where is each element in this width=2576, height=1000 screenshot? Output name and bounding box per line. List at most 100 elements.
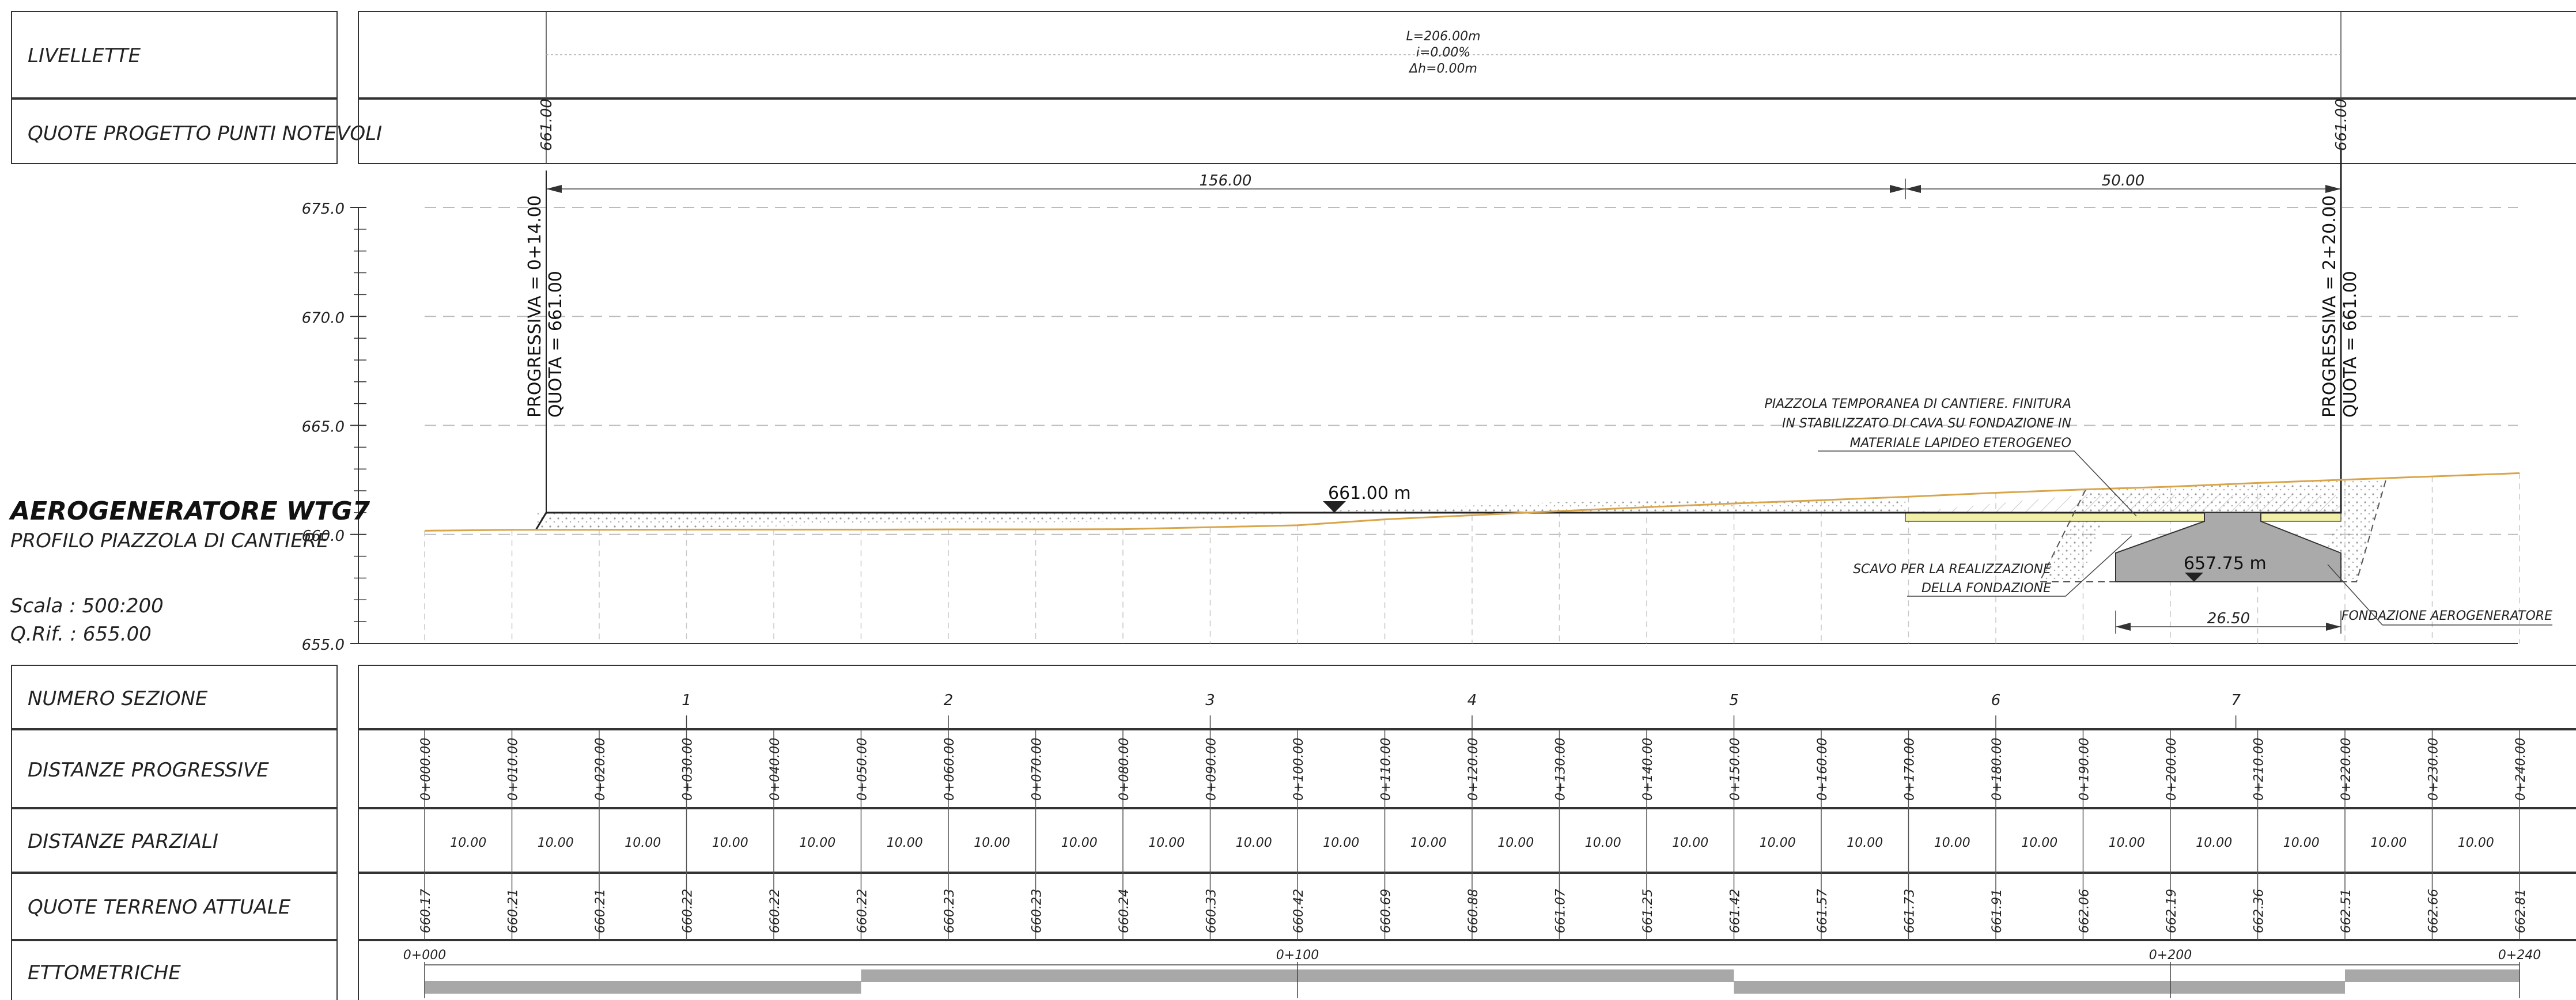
label-livellette: LIVELLETTE [28, 44, 141, 67]
partial-distance-label: 10.00 [1410, 836, 1447, 850]
progressive-label: 0+040.00 [768, 738, 782, 801]
partial-distance-label: 10.00 [1061, 836, 1098, 850]
livelletta-dh: Δh=0.00m [1408, 62, 1477, 76]
ettometriche-bar-segment [1298, 969, 1734, 982]
partial-distance-label: 10.00 [2196, 836, 2232, 850]
label-quote-progetto: QUOTE PROGETTO PUNTI NOTEVOLI [28, 122, 382, 145]
y-tick-label: 655.0 [302, 637, 345, 654]
start-quota: QUOTA = 661.00 [546, 271, 566, 418]
elevation-axis: 675.0 670.0 665.0 660.0 655.0 [302, 200, 366, 654]
existing-ground-line [424, 472, 2520, 532]
dimension-arrow-mid-right [1905, 185, 1921, 193]
ground-elevation-label: 662.51 [2339, 889, 2354, 933]
piazzola-note-line-2: IN STABILIZZATO DI CAVA SU FONDAZIONE IN [1782, 416, 2071, 431]
ground-elevation-label: 660.22 [768, 889, 782, 933]
ground-elevation-label: 661.07 [1554, 889, 1568, 933]
parziali-row [358, 808, 2576, 873]
partial-distance-label: 10.00 [1760, 836, 1796, 850]
progressive-label: 0+230.00 [2427, 738, 2441, 801]
design-profile-line [535, 150, 2342, 531]
section-number: 3 [1205, 692, 1215, 709]
piazzola-note-line-1: PIAZZOLA TEMPORANEA DI CANTIERE. FINITUR… [1765, 397, 2071, 411]
ground-elevation-label: 661.91 [1990, 889, 2004, 933]
drawing-scale: Scala : 500:200 [10, 594, 164, 618]
partial-distance-label: 10.00 [538, 836, 574, 850]
dimension-arrow-end [2325, 185, 2341, 193]
end-progressiva: PROGRESSIVA = 2+20.00 [2320, 195, 2340, 418]
partial-distance-label: 10.00 [1585, 836, 1621, 850]
drawing-subtitle: PROFILO PIAZZOLA DI CANTIERE [10, 529, 329, 552]
quota-progetto-start: 661.00 [538, 99, 555, 151]
partial-distance-label: 10.00 [712, 836, 748, 850]
fondazione-note: FONDAZIONE AEROGENERATORE [2342, 609, 2552, 623]
foundation-excavation-fill [2040, 478, 2386, 582]
ground-elevation-label: 661.42 [1728, 889, 1743, 933]
label-ettometriche: ETTOMETRICHE [28, 961, 181, 984]
ground-elevation-label: 660.21 [593, 889, 608, 933]
partial-distance-label: 10.00 [887, 836, 923, 850]
partial-distance-label: 10.00 [1672, 836, 1708, 850]
ettometriche-label: 0+240 [2498, 948, 2541, 963]
ettometriche-label: 0+200 [2149, 948, 2192, 963]
station-gridlines [424, 473, 2520, 643]
section-number: 4 [1467, 692, 1477, 709]
progressive-label: 0+000.00 [419, 738, 433, 801]
livelletta-slope: i=0.00% [1416, 46, 1470, 60]
partial-distance-label: 10.00 [2109, 836, 2145, 850]
progressive-label: 0+060.00 [943, 738, 957, 801]
section-number: 2 [944, 692, 954, 709]
platform-finish-right [2260, 512, 2342, 522]
progressive-label: 0+180.00 [1990, 738, 2004, 801]
partial-distance-label: 10.00 [450, 836, 486, 850]
ground-elevation-label: 662.66 [2427, 889, 2441, 933]
fondazione-leader [2327, 564, 2383, 626]
sezione-row [358, 665, 2576, 729]
label-box-quote-progetto [11, 99, 338, 164]
dimension-arrow-mid-left [1890, 185, 1905, 193]
progressive-label: 0+150.00 [1728, 738, 1743, 801]
scavo-note-line-1: SCAVO PER LA REALIZZAZIONE [1853, 562, 2051, 577]
label-box-ettometriche [11, 940, 338, 1000]
y-tick-label: 660.0 [302, 528, 345, 545]
partial-distance-label: 10.00 [1236, 836, 1272, 850]
ettometriche-row [358, 940, 2576, 1000]
y-tick-label: 665.0 [302, 419, 345, 436]
ground-elevation-label: 662.06 [2078, 889, 2092, 933]
ground-elevation-label: 660.23 [1030, 889, 1045, 933]
partial-distance-label: 10.00 [1497, 836, 1534, 850]
foundation-level-label: 657.75 m [2184, 554, 2267, 574]
progressive-label: 0+050.00 [856, 738, 870, 801]
ground-elevation-label: 660.21 [506, 889, 521, 933]
label-numero-sezione: NUMERO SEZIONE [28, 687, 208, 710]
dimension-arrow-start [546, 185, 562, 193]
partial-distance-label: 10.00 [2458, 836, 2494, 850]
ettometriche-bar-segment [861, 969, 1298, 982]
progressive-label: 0+020.00 [593, 738, 608, 801]
platform-finish-left [1905, 512, 2205, 522]
quote-terreno-row [358, 873, 2576, 940]
quota-progetto-end: 661.00 [2333, 99, 2350, 151]
ettometriche-label: 0+100 [1276, 948, 1319, 963]
piazzola-leader [1818, 450, 2137, 517]
ettometriche-bar-segment [2170, 981, 2345, 994]
partial-distance-label: 10.00 [1323, 836, 1359, 850]
embankment-fill [536, 499, 1905, 530]
progressive-label: 0+130.00 [1554, 738, 1568, 801]
progressive-label: 0+140.00 [1641, 738, 1655, 801]
ground-elevation-label: 660.42 [1292, 889, 1306, 933]
progressive-label: 0+110.00 [1379, 738, 1394, 801]
ground-elevation-label: 660.22 [856, 889, 870, 933]
progressive-label: 0+220.00 [2339, 738, 2354, 801]
label-box-distanze-parziali [11, 808, 338, 873]
livellette-row [358, 11, 2576, 99]
label-distanze-parziali: DISTANZE PARZIALI [28, 830, 218, 853]
progressive-label: 0+070.00 [1030, 738, 1045, 801]
partial-distance-label: 10.00 [799, 836, 835, 850]
drawing-reference: Q.Rif. : 655.00 [10, 623, 152, 646]
foundation-level-marker [2185, 573, 2203, 582]
end-quota: QUOTA = 661.00 [2340, 271, 2361, 418]
partial-distance-label: 10.00 [1847, 836, 1883, 850]
foundation-width-label: 26.50 [2207, 610, 2250, 627]
partial-distance-label: 10.00 [2283, 836, 2320, 850]
drawing-title: AEROGENERATORE WTG7 [9, 497, 370, 526]
